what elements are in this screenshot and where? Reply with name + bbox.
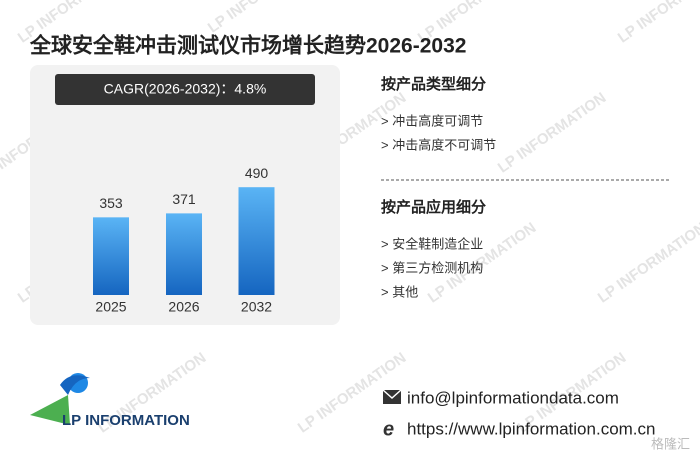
web-icon: e bbox=[383, 418, 394, 440]
watermark: LP INFORMATION bbox=[495, 89, 609, 176]
source-logo: 格隆汇 bbox=[651, 436, 690, 451]
email-icon-flap bbox=[382, 389, 402, 400]
watermark: LP INFORMATION bbox=[205, 0, 319, 37]
watermark: LP INFORMATION bbox=[595, 219, 700, 306]
segment-item: > 安全鞋制造企业 bbox=[381, 236, 483, 251]
logo-mark bbox=[30, 395, 70, 425]
x-tick-label: 2025 bbox=[95, 299, 126, 315]
segment-item: > 冲击高度可调节 bbox=[381, 113, 483, 128]
segment-item: > 冲击高度不可调节 bbox=[381, 137, 496, 152]
chart-title: 全球安全鞋冲击测试仪市场增长趋势2026-2032 bbox=[29, 34, 466, 58]
value-label: 353 bbox=[99, 195, 123, 211]
bar bbox=[238, 187, 275, 295]
cagr-label: CAGR(2026-2032)：4.8% bbox=[104, 81, 267, 97]
segment-item: > 第三方检测机构 bbox=[381, 260, 483, 275]
cagr-box bbox=[55, 74, 315, 105]
segment-heading: 按产品类型细分 bbox=[381, 75, 486, 93]
logo: LP INFORMATION bbox=[30, 373, 190, 429]
bar bbox=[93, 217, 129, 295]
logo-swoosh bbox=[60, 375, 90, 395]
segment-heading: 按产品应用细分 bbox=[381, 198, 486, 216]
value-label: 490 bbox=[245, 165, 269, 181]
watermark: LP INFORMATION bbox=[615, 0, 700, 47]
x-tick-label: 2026 bbox=[168, 299, 199, 315]
segment-item: > 其他 bbox=[381, 284, 418, 299]
bar bbox=[166, 213, 202, 295]
website: https://www.lpinformation.com.cn bbox=[407, 419, 655, 438]
bars: 353 2025 371 2026 490 2032 bbox=[93, 165, 275, 315]
logo-text: LP INFORMATION bbox=[62, 412, 190, 429]
value-label: 371 bbox=[172, 191, 196, 207]
email: info@lpinformationdata.com bbox=[407, 388, 619, 407]
x-tick-label: 2032 bbox=[241, 299, 272, 315]
